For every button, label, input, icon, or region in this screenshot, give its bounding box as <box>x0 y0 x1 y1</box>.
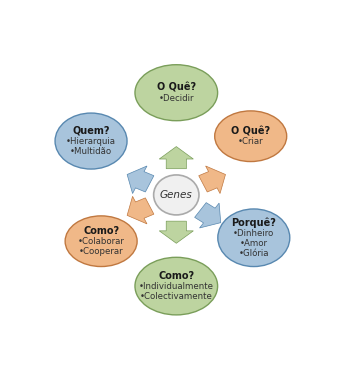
Ellipse shape <box>135 257 218 315</box>
Text: •Hierarquia: •Hierarquia <box>66 137 116 146</box>
Polygon shape <box>159 221 193 243</box>
Text: •Colectivamente: •Colectivamente <box>140 292 213 301</box>
Text: O Quê?: O Quê? <box>157 83 196 93</box>
Ellipse shape <box>55 113 127 169</box>
Text: Como?: Como? <box>83 226 119 236</box>
Polygon shape <box>159 147 193 169</box>
Polygon shape <box>195 203 221 228</box>
Polygon shape <box>127 196 154 224</box>
Text: •Individualmente: •Individualmente <box>139 282 214 291</box>
Ellipse shape <box>218 209 290 267</box>
Polygon shape <box>199 166 225 193</box>
Text: O Quê?: O Quê? <box>231 126 270 136</box>
Ellipse shape <box>135 65 218 121</box>
Text: Porquê?: Porquê? <box>232 217 276 228</box>
Text: Como?: Como? <box>158 271 194 281</box>
Ellipse shape <box>154 175 199 215</box>
Text: •Criar: •Criar <box>238 137 264 146</box>
Ellipse shape <box>65 216 137 266</box>
Text: •Colaborar: •Colaborar <box>78 237 125 246</box>
Ellipse shape <box>215 111 287 162</box>
Text: •Glória: •Glória <box>238 249 269 258</box>
Text: •Amor: •Amor <box>240 239 268 248</box>
Text: •Decidir: •Decidir <box>159 94 194 103</box>
Text: •Multidão: •Multidão <box>70 147 112 156</box>
Text: •Dinheiro: •Dinheiro <box>233 229 275 238</box>
Text: •Cooperar: •Cooperar <box>79 247 123 256</box>
Polygon shape <box>127 166 154 193</box>
Text: Genes: Genes <box>160 190 193 200</box>
Text: Quem?: Quem? <box>72 126 110 136</box>
